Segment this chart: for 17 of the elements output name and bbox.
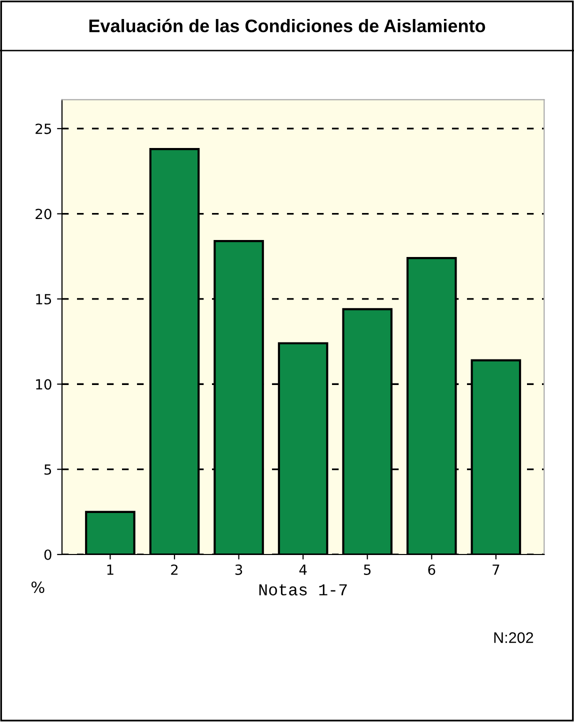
y-tick-label: 5 xyxy=(44,464,52,475)
x-tick-label: 2 xyxy=(171,564,178,575)
y-tick-label: 20 xyxy=(36,208,52,220)
text: N:202 xyxy=(494,632,534,644)
x-tick-label: 4 xyxy=(299,564,307,575)
x-tick-label: 3 xyxy=(235,564,242,575)
y-tick-label: 0 xyxy=(44,549,52,560)
x-axis-title: Notas 1-7 xyxy=(259,584,347,596)
y-tick-label: 10 xyxy=(36,379,52,390)
chart-title: Evaluación de las Condiciones de Aislamiento xyxy=(89,18,486,32)
x-tick-label: 7 xyxy=(492,564,500,575)
x-tick-label: 6 xyxy=(428,564,436,575)
y-axis-title: % xyxy=(31,581,44,594)
x-tick-label: 5 xyxy=(364,564,371,575)
y-tick-label: 25 xyxy=(36,124,52,134)
x-tick-label: 1 xyxy=(107,564,114,575)
y-tick-label: 15 xyxy=(36,294,52,304)
